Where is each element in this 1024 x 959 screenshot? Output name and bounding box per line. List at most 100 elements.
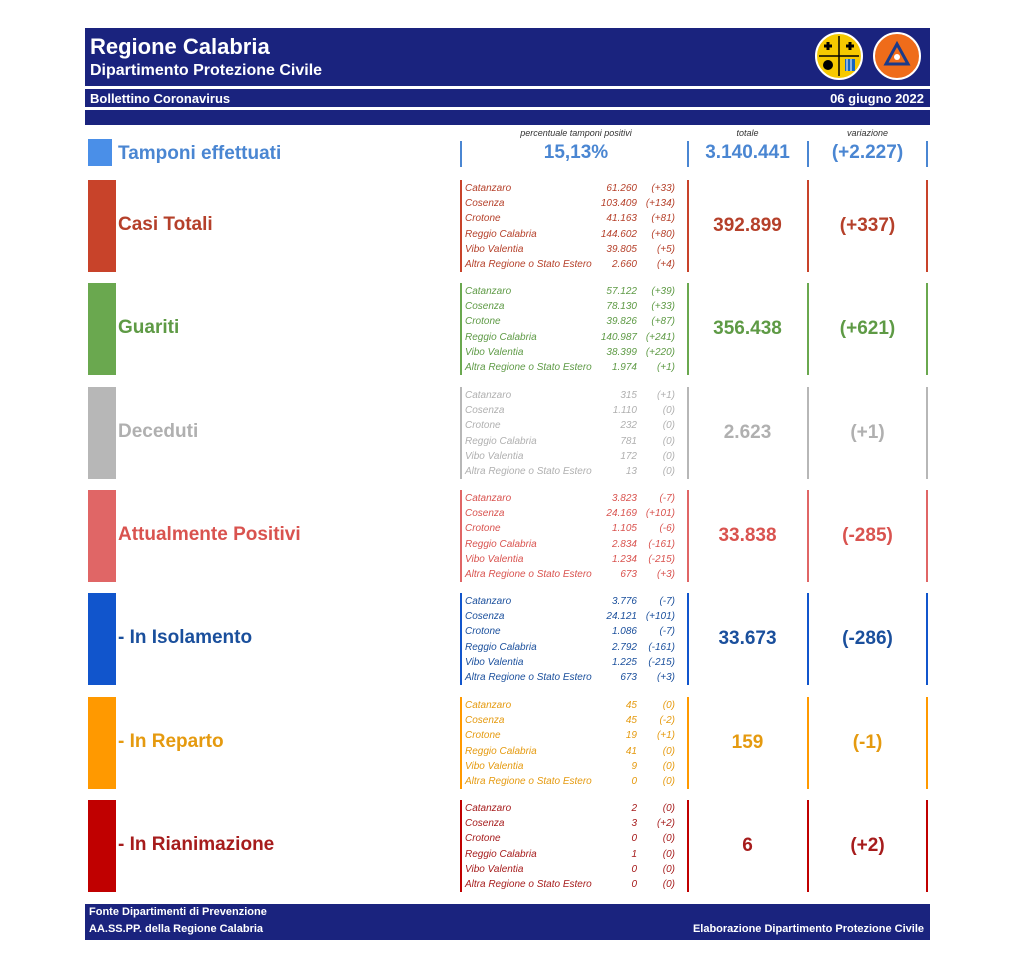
province-name: Catanzaro: [465, 803, 512, 814]
section-swatch: [88, 490, 116, 582]
section-divider: [687, 283, 689, 375]
section-delta: (+337): [839, 215, 896, 236]
province-row: Altra Regione o Stato Estero 673 (+3): [465, 567, 687, 582]
province-name: Vibo Valentia: [465, 863, 524, 875]
department-subtitle: Dipartimento Protezione Civile: [90, 62, 323, 79]
province-value: 38.399: [606, 346, 637, 358]
section-divider: [460, 490, 462, 582]
province-value: 2.834: [611, 538, 637, 550]
province-delta: (-215): [648, 656, 675, 668]
province-value: 3: [631, 818, 637, 830]
section-divider: [926, 387, 928, 479]
col-header-variation: variazione: [846, 128, 889, 138]
province-name: Crotone: [465, 833, 501, 845]
province-delta: (0): [662, 700, 675, 711]
province-name: Reggio Calabria: [465, 538, 537, 550]
section-label: - In Reparto: [118, 731, 224, 752]
province-delta: (+39): [651, 286, 675, 297]
section-swatch: [88, 283, 116, 375]
section-total: 159: [731, 732, 764, 753]
province-row: Altra Regione o Stato Estero 2.660 (+4): [465, 257, 687, 272]
province-delta: (+33): [651, 183, 675, 194]
province-list: Catanzaro 61.260 (+33) Cosenza 103.409 (+134)…: [465, 181, 687, 272]
province-row: Crotone 41.163 (+81): [465, 211, 687, 226]
province-delta: (0): [662, 833, 675, 845]
province-name: Reggio Calabria: [465, 848, 537, 860]
province-delta: (0): [662, 803, 675, 814]
section-total: 6: [742, 835, 753, 856]
province-delta: (-161): [648, 538, 675, 550]
section-divider: [926, 180, 928, 272]
province-value: 2.792: [611, 641, 637, 653]
province-delta: (+1): [656, 361, 675, 373]
section-divider: [926, 283, 928, 375]
province-name: Altra Regione o Stato Estero: [465, 361, 592, 373]
province-row: Crotone 1.086 (-7): [465, 624, 687, 639]
province-name: Altra Regione o Stato Estero: [465, 878, 592, 890]
province-value: 673: [620, 671, 637, 683]
section-swatch: [88, 697, 116, 789]
section-row: - In Isolamento Catanzaro 3.776 (-7) Cosenza…: [85, 593, 930, 685]
tamponi-percent: 15,13%: [543, 142, 609, 163]
province-list: Catanzaro 3.776 (-7) Cosenza 24.121 (+101) Cro…: [465, 594, 687, 685]
province-delta: (-161): [648, 641, 675, 653]
province-row: Reggio Calabria 781 (0): [465, 434, 687, 449]
section-swatch: [88, 387, 116, 479]
section-divider: [460, 593, 462, 685]
province-delta: (+134): [645, 198, 675, 210]
province-value: 1.086: [611, 626, 637, 638]
section-row: Attualmente Positivi Catanzaro 3.823 (-7) Co…: [85, 490, 930, 582]
province-delta: (0): [662, 420, 675, 432]
section-divider: [926, 593, 928, 685]
province-name: Reggio Calabria: [465, 228, 537, 240]
province-value: 78.130: [606, 301, 637, 313]
section-divider: [807, 800, 809, 892]
province-value: 0: [631, 863, 637, 875]
footer-asp: AA.SS.PP. della Regione Calabria: [89, 923, 264, 935]
province-value: 41: [625, 745, 637, 757]
province-row: Catanzaro 3.776 (-7): [465, 594, 687, 609]
province-delta: (0): [662, 435, 675, 447]
province-delta: (0): [662, 745, 675, 757]
province-name: Crotone: [465, 316, 501, 328]
section-divider: [687, 387, 689, 479]
province-value: 0: [631, 833, 637, 845]
province-value: 1.974: [611, 361, 637, 373]
province-value: 140.987: [600, 331, 637, 343]
section-divider: [807, 387, 809, 479]
province-value: 24.169: [606, 508, 637, 520]
province-row: Vibo Valentia 9 (0): [465, 759, 687, 774]
province-row: Reggio Calabria 2.834 (-161): [465, 537, 687, 552]
province-name: Crotone: [465, 523, 501, 535]
section-divider: [460, 180, 462, 272]
province-row: Catanzaro 3.823 (-7): [465, 491, 687, 506]
region-title: Regione Calabria: [90, 34, 270, 59]
province-name: Catanzaro: [465, 183, 512, 194]
province-name: Reggio Calabria: [465, 745, 537, 757]
province-list: Catanzaro 45 (0) Cosenza 45 (-2) Crotone 19 (+1)…: [465, 698, 687, 789]
province-row: Vibo Valentia 172 (0): [465, 449, 687, 464]
province-name: Reggio Calabria: [465, 435, 537, 447]
province-row: Reggio Calabria 2.792 (-161): [465, 640, 687, 655]
section-total: 392.899: [713, 215, 782, 236]
province-name: Altra Regione o Stato Estero: [465, 465, 592, 477]
province-value: 41.163: [606, 213, 637, 225]
province-row: Catanzaro 315 (+1): [465, 388, 687, 403]
section-row: Deceduti Catanzaro 315 (+1) Cosenza 1.110 (0) C…: [85, 387, 930, 479]
province-value: 3.776: [611, 596, 637, 607]
province-value: 1.110: [612, 405, 637, 417]
section-row: Casi Totali Catanzaro 61.260 (+33) Cosenza 10…: [85, 180, 930, 272]
province-name: Altra Regione o Stato Estero: [465, 258, 592, 270]
section-divider: [460, 800, 462, 892]
province-name: Cosenza: [465, 405, 505, 417]
province-row: Cosenza 3 (+2): [465, 816, 687, 831]
province-delta: (+3): [656, 671, 675, 683]
province-delta: (+5): [656, 243, 675, 255]
section-swatch: [88, 593, 116, 685]
tamponi-divider: [807, 141, 809, 167]
province-delta: (+220): [645, 346, 675, 358]
protezione-civile-logo: [873, 32, 921, 80]
province-delta: (+3): [656, 568, 675, 580]
province-name: Reggio Calabria: [465, 641, 537, 653]
province-row: Vibo Valentia 39.805 (+5): [465, 242, 687, 257]
